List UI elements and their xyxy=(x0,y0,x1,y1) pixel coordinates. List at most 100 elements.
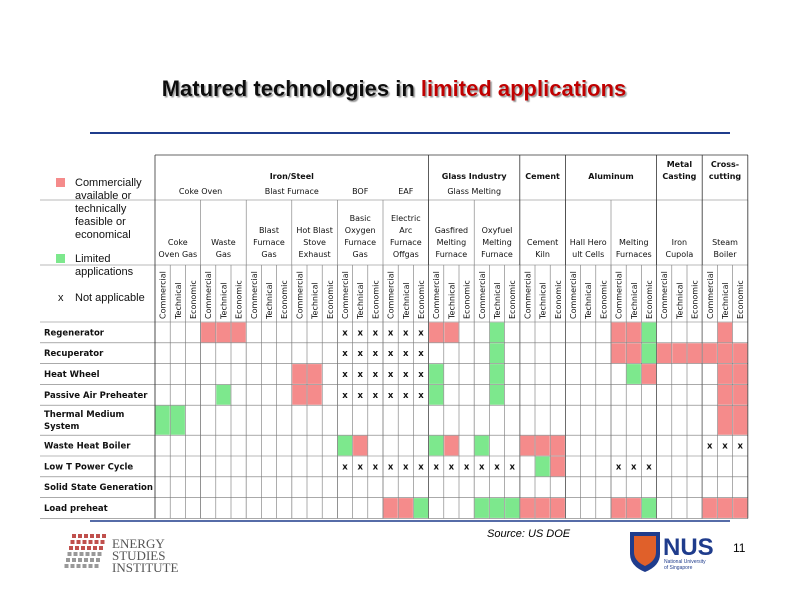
cell-fill xyxy=(733,343,748,364)
row-label: Passive Air Preheater xyxy=(44,391,148,401)
cell-fill xyxy=(702,343,717,364)
esi-dot xyxy=(76,540,81,544)
process-label: Gas xyxy=(216,250,231,259)
cell-symbol: x xyxy=(388,370,394,380)
row-label: Regenerator xyxy=(44,328,105,338)
sector-label: Cross- xyxy=(711,160,739,169)
criterion-label: Commercial xyxy=(523,271,532,319)
cell-fill xyxy=(626,498,641,518)
process-label: Furnace xyxy=(390,238,422,247)
cell-symbol: x xyxy=(403,391,409,401)
esi-dot xyxy=(66,558,70,562)
cell-fill xyxy=(216,322,231,343)
cell-fill xyxy=(474,498,489,518)
process-label: Offgas xyxy=(393,250,419,259)
esi-dot xyxy=(90,534,94,538)
cell-fill xyxy=(429,384,444,405)
esi-dot xyxy=(91,552,96,556)
criterion-label: Technical xyxy=(174,282,183,320)
sector-label: Cement xyxy=(525,172,560,181)
process-label: Furnace xyxy=(344,238,376,247)
cell-fill xyxy=(611,322,626,343)
sector-label: Aluminum xyxy=(588,172,633,181)
esi-dot xyxy=(96,534,100,538)
esi-dot xyxy=(72,558,76,562)
row-label: Recuperator xyxy=(44,349,104,359)
cell-symbol: x xyxy=(479,462,485,472)
cell-symbol: x xyxy=(388,349,394,359)
esi-dot xyxy=(99,546,103,550)
cell-fill xyxy=(489,364,505,384)
criterion-label: Commercial xyxy=(706,271,715,319)
row-label: Load preheat xyxy=(44,504,108,514)
cell-symbol: x xyxy=(418,391,424,401)
criterion-label: Technical xyxy=(402,282,411,320)
cell-symbol: x xyxy=(403,462,409,472)
cell-symbol: x xyxy=(342,462,348,472)
cell-fill xyxy=(429,364,444,384)
cell-symbol: x xyxy=(494,462,500,472)
esi-dot xyxy=(93,546,97,550)
criterion-label: Economic xyxy=(736,280,745,319)
page-number: 11 xyxy=(733,541,746,555)
legend-label: economical xyxy=(75,229,131,241)
subsector-label: Glass Melting xyxy=(447,187,501,196)
cell-fill xyxy=(717,343,733,364)
cell-fill xyxy=(626,364,641,384)
sector-label: Casting xyxy=(662,172,696,181)
process-label: Hall Hero xyxy=(570,238,607,247)
cell-symbol: x xyxy=(357,462,363,472)
esi-dot xyxy=(82,540,87,544)
cell-fill xyxy=(489,322,505,343)
criterion-label: Technical xyxy=(539,282,548,320)
cell-fill xyxy=(641,322,657,343)
cell-fill xyxy=(201,322,216,343)
criterion-label: Economic xyxy=(326,280,335,319)
criterion-label: Technical xyxy=(219,282,228,320)
cell-symbol: x xyxy=(388,328,394,338)
cell-symbol: x xyxy=(433,462,439,472)
cell-symbol: x xyxy=(418,462,424,472)
legend-swatch xyxy=(56,178,65,187)
nus-logo: NUS National University of Singapore xyxy=(630,532,714,572)
sector-label: cutting xyxy=(709,172,742,181)
cell-fill xyxy=(489,343,505,364)
esi-text: ENERGY xyxy=(112,536,165,551)
cell-fill xyxy=(733,498,748,518)
legend-swatch xyxy=(56,254,65,263)
esi-dot xyxy=(85,552,90,556)
process-label: Oven Gas xyxy=(158,250,197,259)
cell-fill xyxy=(292,384,307,405)
cell-fill xyxy=(505,498,520,518)
cell-symbol: x xyxy=(464,462,470,472)
process-label: Oxyfuel xyxy=(482,226,513,235)
process-label: Blast xyxy=(259,226,279,235)
cell-fill xyxy=(337,435,353,456)
esi-dot xyxy=(64,564,69,568)
esi-dot xyxy=(96,558,100,562)
criterion-label: Economic xyxy=(463,280,472,319)
process-label: Melting xyxy=(482,238,512,247)
cell-symbol: x xyxy=(418,370,424,380)
esi-dot xyxy=(72,534,76,538)
cell-symbol: x xyxy=(342,349,348,359)
process-label: Gas xyxy=(353,250,368,259)
source: Source: US DOE xyxy=(487,528,571,540)
cell-fill xyxy=(672,343,687,364)
cell-symbol: x xyxy=(403,328,409,338)
slide-title: Matured technologies in limited applicat… xyxy=(162,76,627,101)
cell-symbol: x xyxy=(342,391,348,401)
esi-dot xyxy=(102,534,106,538)
criterion-label: Technical xyxy=(630,282,639,320)
cell-symbol: x xyxy=(388,391,394,401)
process-label: Furnace xyxy=(253,238,285,247)
criterion-label: Commercial xyxy=(478,271,487,319)
cell-symbol: x xyxy=(707,442,713,452)
row-label: Thermal Medium xyxy=(44,410,125,420)
cell-fill xyxy=(733,405,748,435)
criterion-label: Commercial xyxy=(569,271,578,319)
cell-symbol: x xyxy=(509,462,515,472)
cell-fill xyxy=(717,384,733,405)
esi-dot xyxy=(75,546,79,550)
